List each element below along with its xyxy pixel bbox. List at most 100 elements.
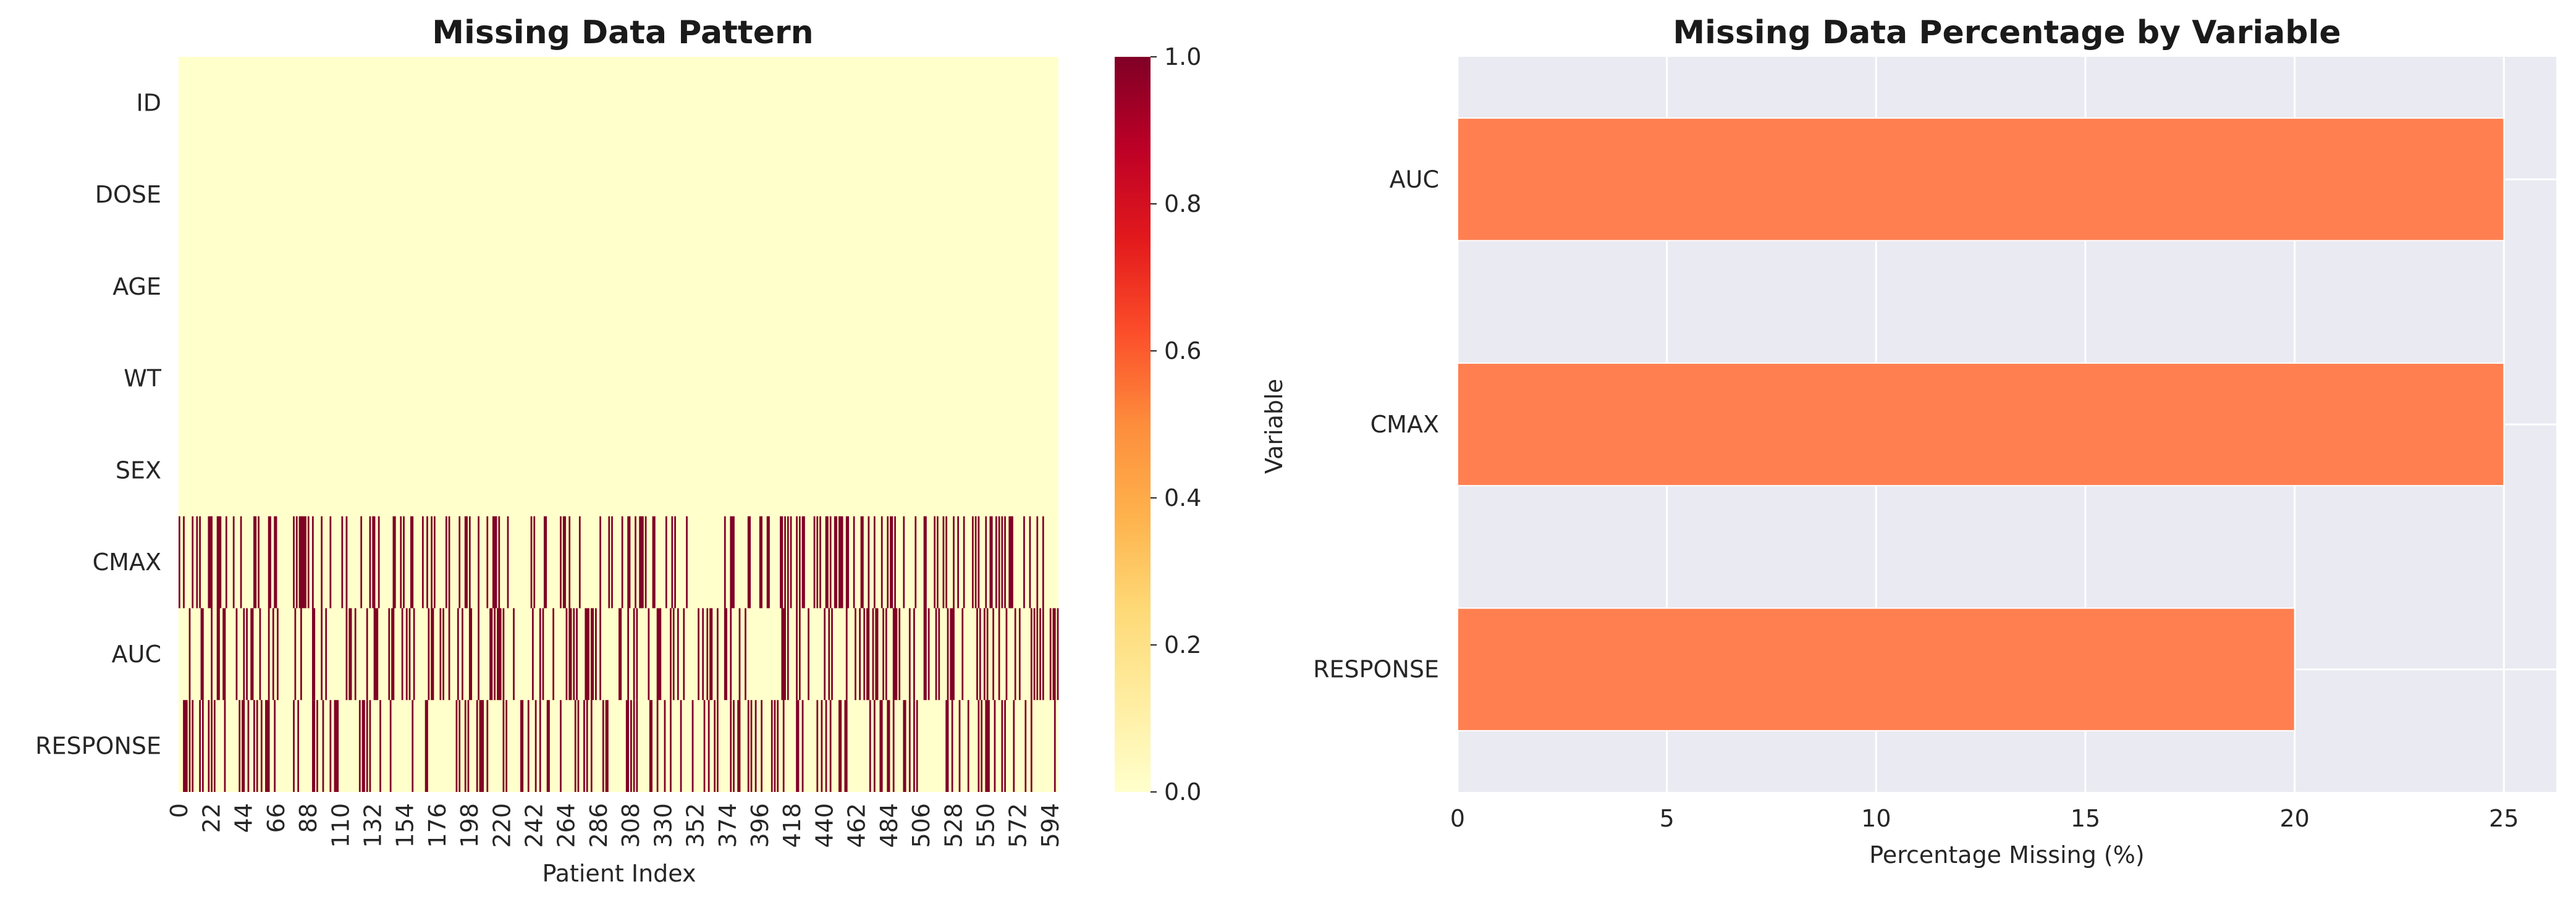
missing-cell <box>568 516 571 608</box>
missing-cell <box>568 608 571 701</box>
missing-cell <box>199 516 201 608</box>
missing-cell <box>1030 608 1033 701</box>
colorbar-tick-label: 0.8 <box>1164 190 1201 217</box>
missing-cell <box>838 516 840 608</box>
missing-cell <box>1013 700 1015 792</box>
missing-cell <box>275 516 277 608</box>
missing-cell <box>325 608 327 701</box>
missing-cell <box>433 516 436 608</box>
missing-cell <box>945 700 948 792</box>
missing-cell <box>200 608 203 701</box>
missing-cell <box>913 700 915 792</box>
missing-cell <box>199 700 201 792</box>
missing-cell <box>967 700 969 792</box>
missing-cell <box>590 700 593 792</box>
missing-cell <box>486 516 489 608</box>
missing-cell <box>978 700 980 792</box>
missing-cell <box>478 516 479 608</box>
missing-cell <box>665 516 667 608</box>
missing-cell <box>782 608 785 701</box>
missing-cell <box>761 700 762 792</box>
missing-cell <box>499 608 502 701</box>
missing-cell <box>894 516 896 608</box>
bar-x-tick-label: 5 <box>1660 805 1674 832</box>
missing-cell <box>953 516 955 608</box>
missing-cell <box>216 516 219 608</box>
heatmap-row-cmax <box>179 516 1044 608</box>
missing-cell <box>821 700 823 792</box>
missing-cell <box>243 700 245 792</box>
missing-cell <box>925 608 927 701</box>
missing-cell <box>923 516 926 608</box>
missing-cell <box>937 516 939 608</box>
missing-cell <box>375 608 377 701</box>
missing-cell <box>766 516 769 608</box>
missing-cell <box>246 608 248 701</box>
missing-cell <box>706 608 709 701</box>
heatmap-x-tick-label: 374 <box>714 803 741 848</box>
missing-cell <box>478 608 479 701</box>
missing-cell <box>564 516 566 608</box>
missing-cell <box>255 516 257 608</box>
missing-cell <box>578 516 581 608</box>
missing-cell <box>335 700 337 792</box>
missing-cell <box>620 608 622 701</box>
missing-cell <box>627 700 630 792</box>
missing-cell <box>599 516 601 608</box>
missing-cell <box>986 700 989 792</box>
missing-cell <box>841 516 843 608</box>
missing-cell <box>1004 700 1006 792</box>
missing-cell <box>595 608 597 701</box>
missing-cell <box>670 608 672 701</box>
missing-cell <box>268 608 270 701</box>
missing-cell <box>495 516 497 608</box>
missing-cell <box>992 608 994 701</box>
heatmap-row-label: AGE <box>112 273 161 300</box>
missing-cell <box>498 516 500 608</box>
missing-cell <box>486 700 489 792</box>
missing-cell <box>247 700 250 792</box>
colorbar-tick-label: 0.6 <box>1164 337 1201 364</box>
missing-cell <box>394 516 396 608</box>
missing-cell <box>625 700 628 792</box>
missing-cell <box>211 700 213 792</box>
missing-cell <box>1039 608 1041 701</box>
missing-cell <box>294 608 297 701</box>
missing-cell <box>890 516 892 608</box>
missing-cell <box>947 608 949 701</box>
missing-cell <box>683 608 685 701</box>
missing-cell <box>467 700 470 792</box>
missing-cell <box>945 516 948 608</box>
missing-cell <box>863 608 866 701</box>
colorbar-gradient <box>1115 57 1151 792</box>
missing-cell <box>602 700 604 792</box>
missing-cell <box>552 608 554 701</box>
missing-cell <box>847 516 850 608</box>
bar-response <box>1457 607 2295 731</box>
heatmap-x-tick-label: 22 <box>198 803 225 833</box>
missing-cell <box>994 700 996 792</box>
missing-cell <box>502 700 505 792</box>
missing-cell <box>784 608 786 701</box>
missing-cell <box>935 608 937 701</box>
missing-cell <box>872 608 874 701</box>
missing-cell <box>311 700 314 792</box>
missing-cell <box>630 700 632 792</box>
missing-cell <box>391 608 393 701</box>
missing-cell <box>369 516 371 608</box>
missing-cell <box>787 608 789 701</box>
missing-cell <box>777 700 779 792</box>
missing-cell <box>421 516 424 608</box>
missing-cell <box>790 516 792 608</box>
missing-cell <box>361 700 364 792</box>
bar-category-labels: AUC CMAX RESPONSE <box>1313 166 1439 683</box>
missing-cell <box>570 608 572 701</box>
heatmap-cells <box>179 516 1059 792</box>
heatmap-row-label: CMAX <box>93 549 161 576</box>
missing-cell <box>590 608 593 701</box>
missing-cell <box>798 516 801 608</box>
heatmap-row-label: RESPONSE <box>35 733 161 760</box>
missing-cell <box>671 516 674 608</box>
missing-cell <box>835 516 838 608</box>
missing-cell <box>703 700 706 792</box>
